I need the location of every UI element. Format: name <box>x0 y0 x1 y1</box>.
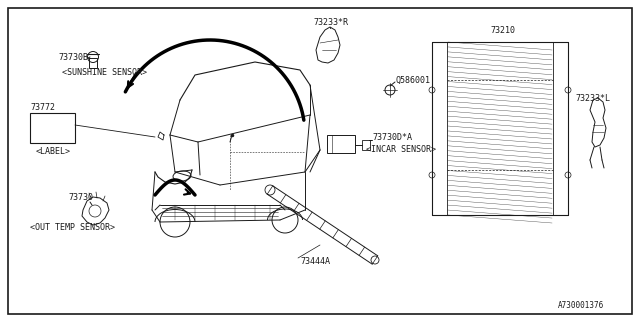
Text: 73730B: 73730B <box>58 52 88 61</box>
Text: Q586001: Q586001 <box>395 76 430 84</box>
Bar <box>362 140 370 150</box>
Text: <SUNSHINE SENSOR>: <SUNSHINE SENSOR> <box>62 68 147 76</box>
Bar <box>30 113 75 143</box>
Text: 73730: 73730 <box>68 194 93 203</box>
Bar <box>327 135 355 153</box>
Bar <box>89 58 97 68</box>
Text: 73233*R: 73233*R <box>313 18 348 27</box>
Text: 73444A: 73444A <box>300 258 330 267</box>
Text: 73210: 73210 <box>490 26 515 35</box>
Text: <INCAR SENSOR>: <INCAR SENSOR> <box>366 145 436 154</box>
Text: 73730D*A: 73730D*A <box>372 132 412 141</box>
Text: <LABEL>: <LABEL> <box>36 147 71 156</box>
Text: 73772: 73772 <box>30 102 55 111</box>
Text: 73233*L: 73233*L <box>575 93 610 102</box>
Text: <OUT TEMP SENSOR>: <OUT TEMP SENSOR> <box>30 222 115 231</box>
Text: A730001376: A730001376 <box>558 300 604 309</box>
